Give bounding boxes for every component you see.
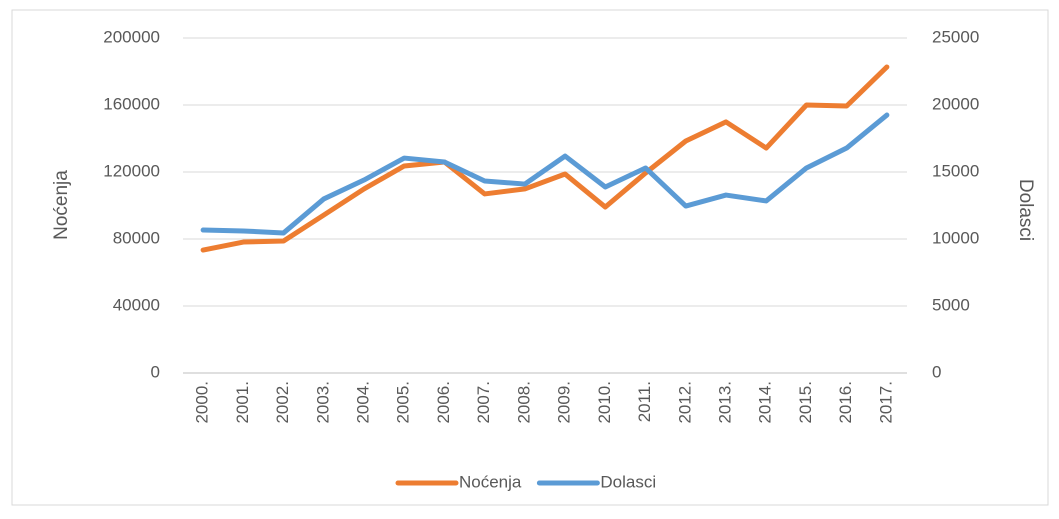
x-tick-label: 2010.	[595, 381, 614, 424]
y2-tick-label: 25000	[932, 27, 979, 46]
y-tick-label: 200000	[103, 27, 160, 46]
x-tick-label: 2011.	[635, 381, 654, 422]
x-tick-label: 2016.	[836, 381, 855, 424]
y-axis-label: Noćenja	[51, 170, 72, 240]
y2-tick-label: 20000	[932, 94, 979, 113]
y-tick-label: 120000	[103, 161, 160, 180]
chart-frame	[11, 9, 1049, 506]
data-line	[200, 64, 890, 253]
y2-axis-label: Dolasci	[1015, 179, 1036, 241]
legend-label: Noćenja	[459, 472, 522, 491]
y2-tick-label: 0	[932, 362, 941, 381]
y-tick-label: 160000	[103, 94, 160, 113]
y2-tick-label: 15000	[932, 161, 979, 180]
x-tick-label: 2008.	[514, 381, 533, 424]
x-tick-label: 2017.	[876, 381, 895, 424]
x-tick-label: 2012.	[675, 381, 694, 424]
legend-label: Dolasci	[600, 472, 656, 491]
x-tick-label: 2013.	[715, 381, 734, 424]
y2-tick-label: 10000	[932, 228, 979, 247]
x-tick-label: 2005.	[394, 381, 413, 424]
x-tick-label: 2015.	[796, 381, 815, 424]
data-line	[200, 112, 890, 236]
y-tick-label: 80000	[113, 228, 160, 247]
x-tick-label: 2000.	[193, 381, 212, 424]
y-tick-label: 0	[151, 362, 160, 381]
x-tick-label: 2003.	[313, 381, 332, 424]
x-tick-label: 2004.	[353, 381, 372, 424]
y2-tick-label: 5000	[932, 295, 970, 314]
x-tick-label: 2001.	[233, 381, 252, 424]
x-tick-label: 2006.	[434, 381, 453, 424]
x-tick-label: 2002.	[273, 381, 292, 424]
y-tick-label: 40000	[113, 295, 160, 314]
x-tick-label: 2014.	[756, 381, 775, 424]
x-tick-label: 2009.	[555, 381, 574, 424]
x-tick-label: 2007.	[474, 381, 493, 424]
